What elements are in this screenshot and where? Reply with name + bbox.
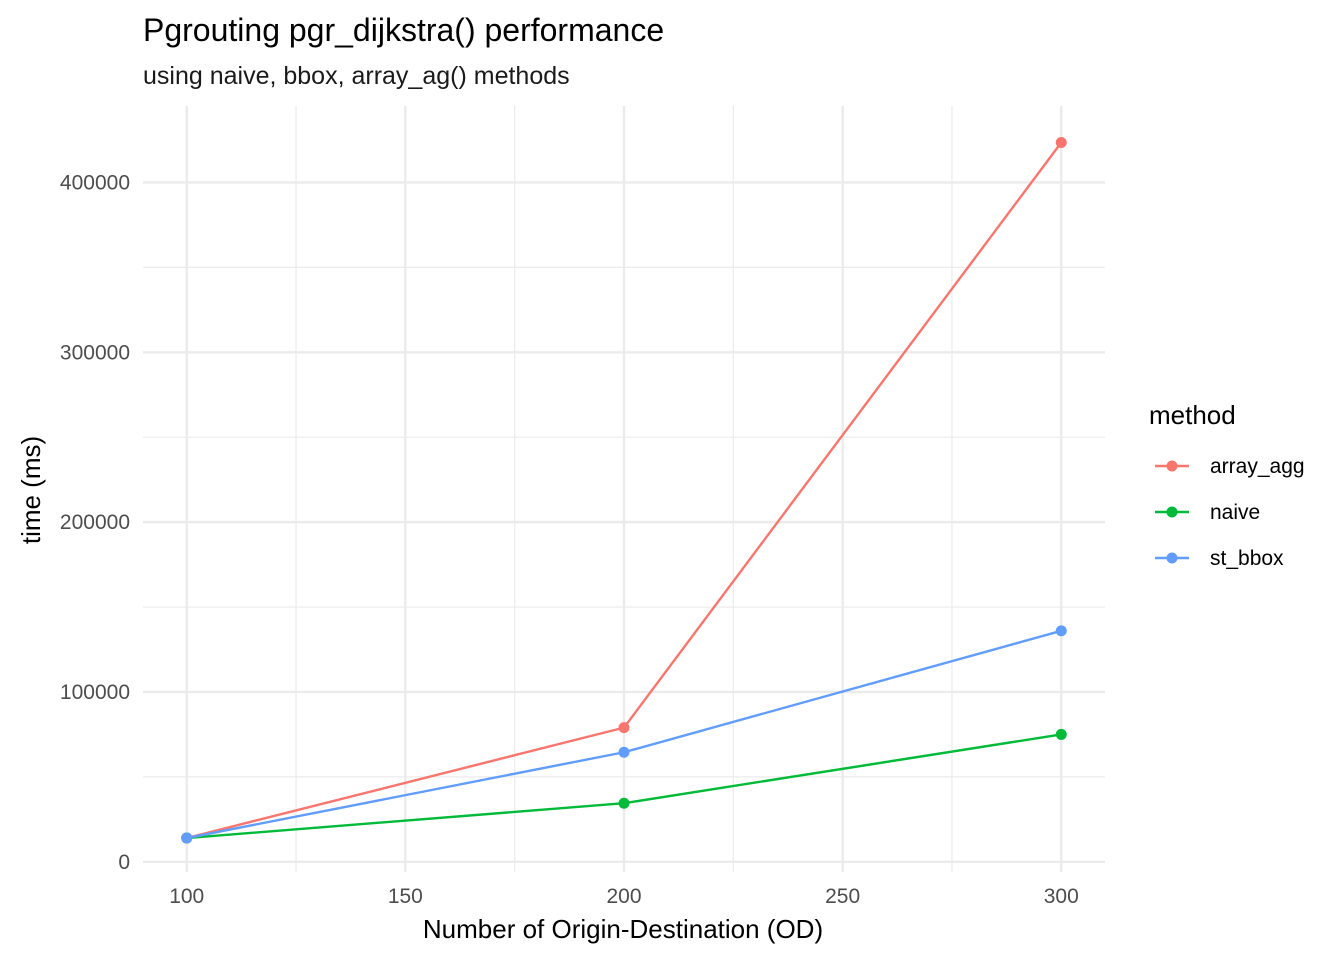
x-tick-label: 250 bbox=[825, 885, 860, 908]
data-point-naive bbox=[1055, 728, 1067, 740]
data-point-array_agg bbox=[618, 722, 630, 734]
y-tick-label: 400000 bbox=[60, 171, 130, 194]
legend-key-point-array_agg bbox=[1166, 460, 1178, 472]
legend-title: method bbox=[1149, 400, 1236, 430]
legend-key-point-st_bbox bbox=[1166, 552, 1178, 564]
y-axis-title: time (ms) bbox=[16, 436, 46, 544]
legend-label-st_bbox: st_bbox bbox=[1210, 547, 1284, 570]
x-axis-tick-labels: 100 150 200 250 300 bbox=[169, 885, 1079, 908]
data-point-st_bbox bbox=[1055, 625, 1067, 637]
legend-label-array_agg: array_agg bbox=[1210, 455, 1305, 478]
data-point-st_bbox bbox=[618, 746, 630, 758]
data-point-st_bbox bbox=[181, 832, 193, 844]
data-point-array_agg bbox=[1055, 137, 1067, 149]
legend-label-naive: naive bbox=[1210, 501, 1260, 524]
y-tick-label: 0 bbox=[118, 851, 130, 874]
x-tick-label: 100 bbox=[169, 885, 204, 908]
y-axis-tick-labels: 0 100000 200000 300000 400000 bbox=[60, 171, 130, 873]
legend-key-point-naive bbox=[1166, 506, 1178, 518]
y-tick-label: 300000 bbox=[60, 341, 130, 364]
y-tick-label: 200000 bbox=[60, 511, 130, 534]
y-tick-label: 100000 bbox=[60, 681, 130, 704]
major-gridlines bbox=[143, 106, 1105, 872]
data-point-naive bbox=[618, 797, 630, 809]
x-tick-label: 150 bbox=[388, 885, 423, 908]
chart-title: Pgrouting pgr_dijkstra() performance bbox=[143, 12, 664, 48]
series-points bbox=[181, 137, 1067, 844]
x-tick-label: 200 bbox=[606, 885, 641, 908]
x-axis-title: Number of Origin-Destination (OD) bbox=[423, 914, 823, 944]
chart-subtitle: using naive, bbox, array_ag() methods bbox=[143, 62, 570, 90]
x-tick-label: 300 bbox=[1044, 885, 1079, 908]
